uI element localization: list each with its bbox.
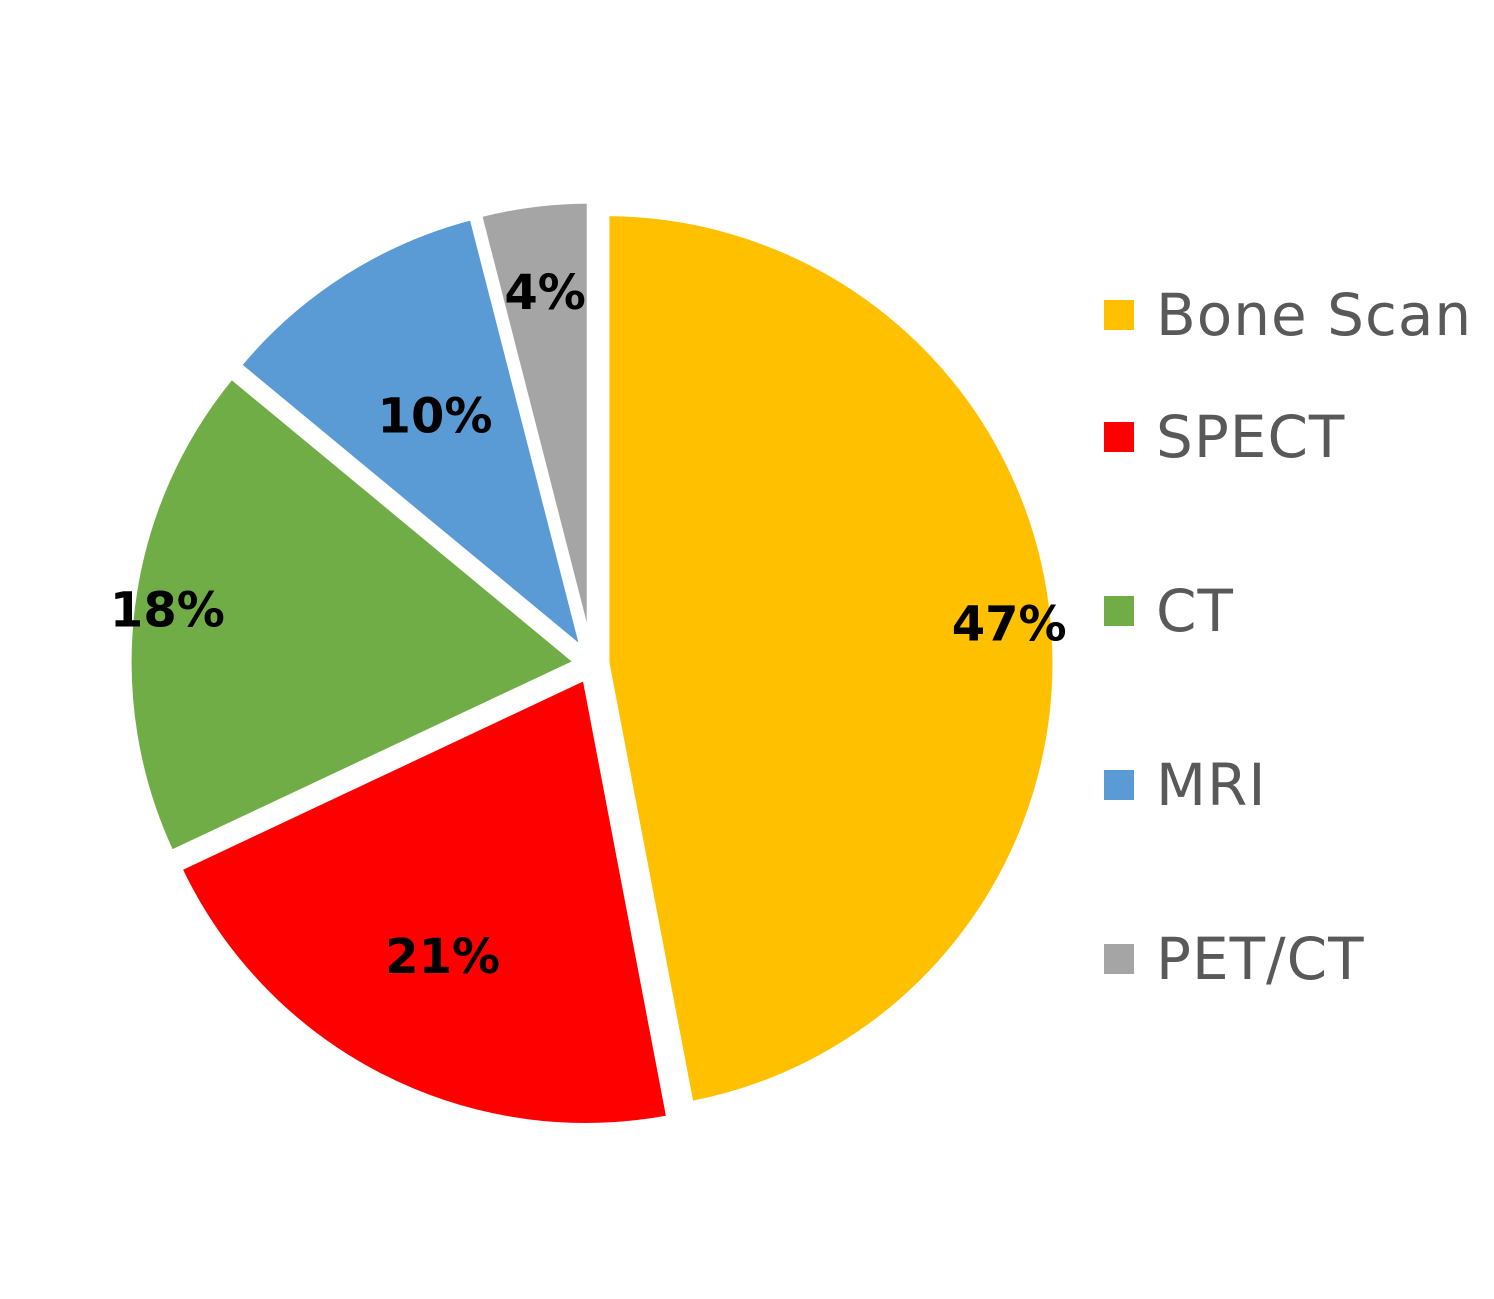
legend-item-pet-ct: PET/CT [1104,872,1472,1046]
legend-label-spect: SPECT [1156,403,1346,471]
legend-swatch-mri [1104,770,1134,800]
pie-slice-pet-ct [474,196,594,651]
legend-label-ct: CT [1156,577,1234,645]
data-label-pet-ct: 4% [504,265,586,321]
pie-slice-mri [232,212,591,662]
legend-item-spect: SPECT [1104,350,1472,524]
legend-label-mri: MRI [1156,751,1267,819]
legend-swatch-bone-scan [1104,300,1134,330]
pie-slice-spect [173,671,675,1130]
data-label-mri: 10% [378,389,493,445]
data-label-ct: 18% [110,582,225,638]
legend-item-ct: CT [1104,524,1472,698]
pie-data-labels: 47% 21% 18% 10% 4% [110,265,1067,985]
legend-swatch-pet-ct [1104,944,1134,974]
legend-label-bone-scan: Bone Scan [1156,281,1473,349]
pie-slice-ct [124,370,585,859]
data-label-spect: 21% [385,929,500,985]
legend: Bone Scan SPECT CT MRI PET/CT [1104,280,1472,1046]
legend-swatch-spect [1104,422,1134,452]
legend-swatch-ct [1104,596,1134,626]
legend-item-bone-scan: Bone Scan [1104,280,1472,350]
pie-slices [124,196,1060,1130]
legend-item-mri: MRI [1104,698,1472,872]
pie-slice-bone-scan [602,209,1060,1109]
legend-label-pet-ct: PET/CT [1156,925,1365,993]
data-label-bone-scan: 47% [952,597,1067,653]
